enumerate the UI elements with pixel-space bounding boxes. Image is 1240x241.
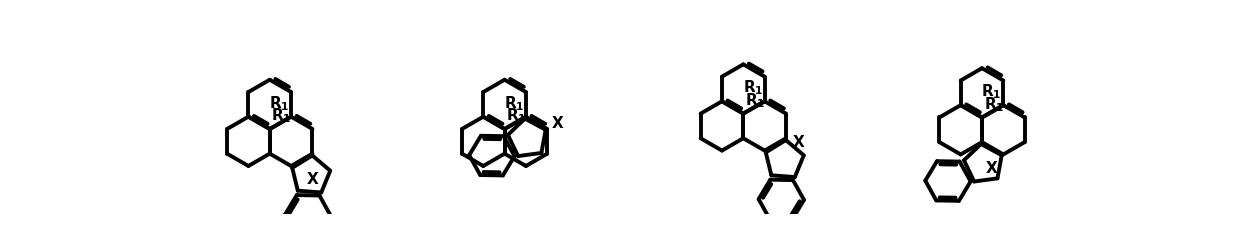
Text: $\mathbf{X}$: $\mathbf{X}$ <box>551 115 564 131</box>
Text: $\mathbf{X}$: $\mathbf{X}$ <box>792 134 806 150</box>
Text: $\mathbf{R_1}$: $\mathbf{R_1}$ <box>272 107 291 125</box>
Text: $\mathbf{R_1}$: $\mathbf{R_1}$ <box>983 95 1004 114</box>
Text: $\mathbf{R_1}$: $\mathbf{R_1}$ <box>745 91 765 110</box>
Text: $\mathbf{X}$: $\mathbf{X}$ <box>986 160 998 176</box>
Text: $\mathbf{R_1}$: $\mathbf{R_1}$ <box>981 83 1002 101</box>
Text: $\mathbf{R_1}$: $\mathbf{R_1}$ <box>506 107 527 125</box>
Text: $\mathbf{R_1}$: $\mathbf{R_1}$ <box>743 79 763 97</box>
Text: $\mathbf{R_1}$: $\mathbf{R_1}$ <box>269 94 290 113</box>
Text: $\mathbf{R_1}$: $\mathbf{R_1}$ <box>503 94 525 113</box>
Text: $\mathbf{X}$: $\mathbf{X}$ <box>306 171 320 187</box>
